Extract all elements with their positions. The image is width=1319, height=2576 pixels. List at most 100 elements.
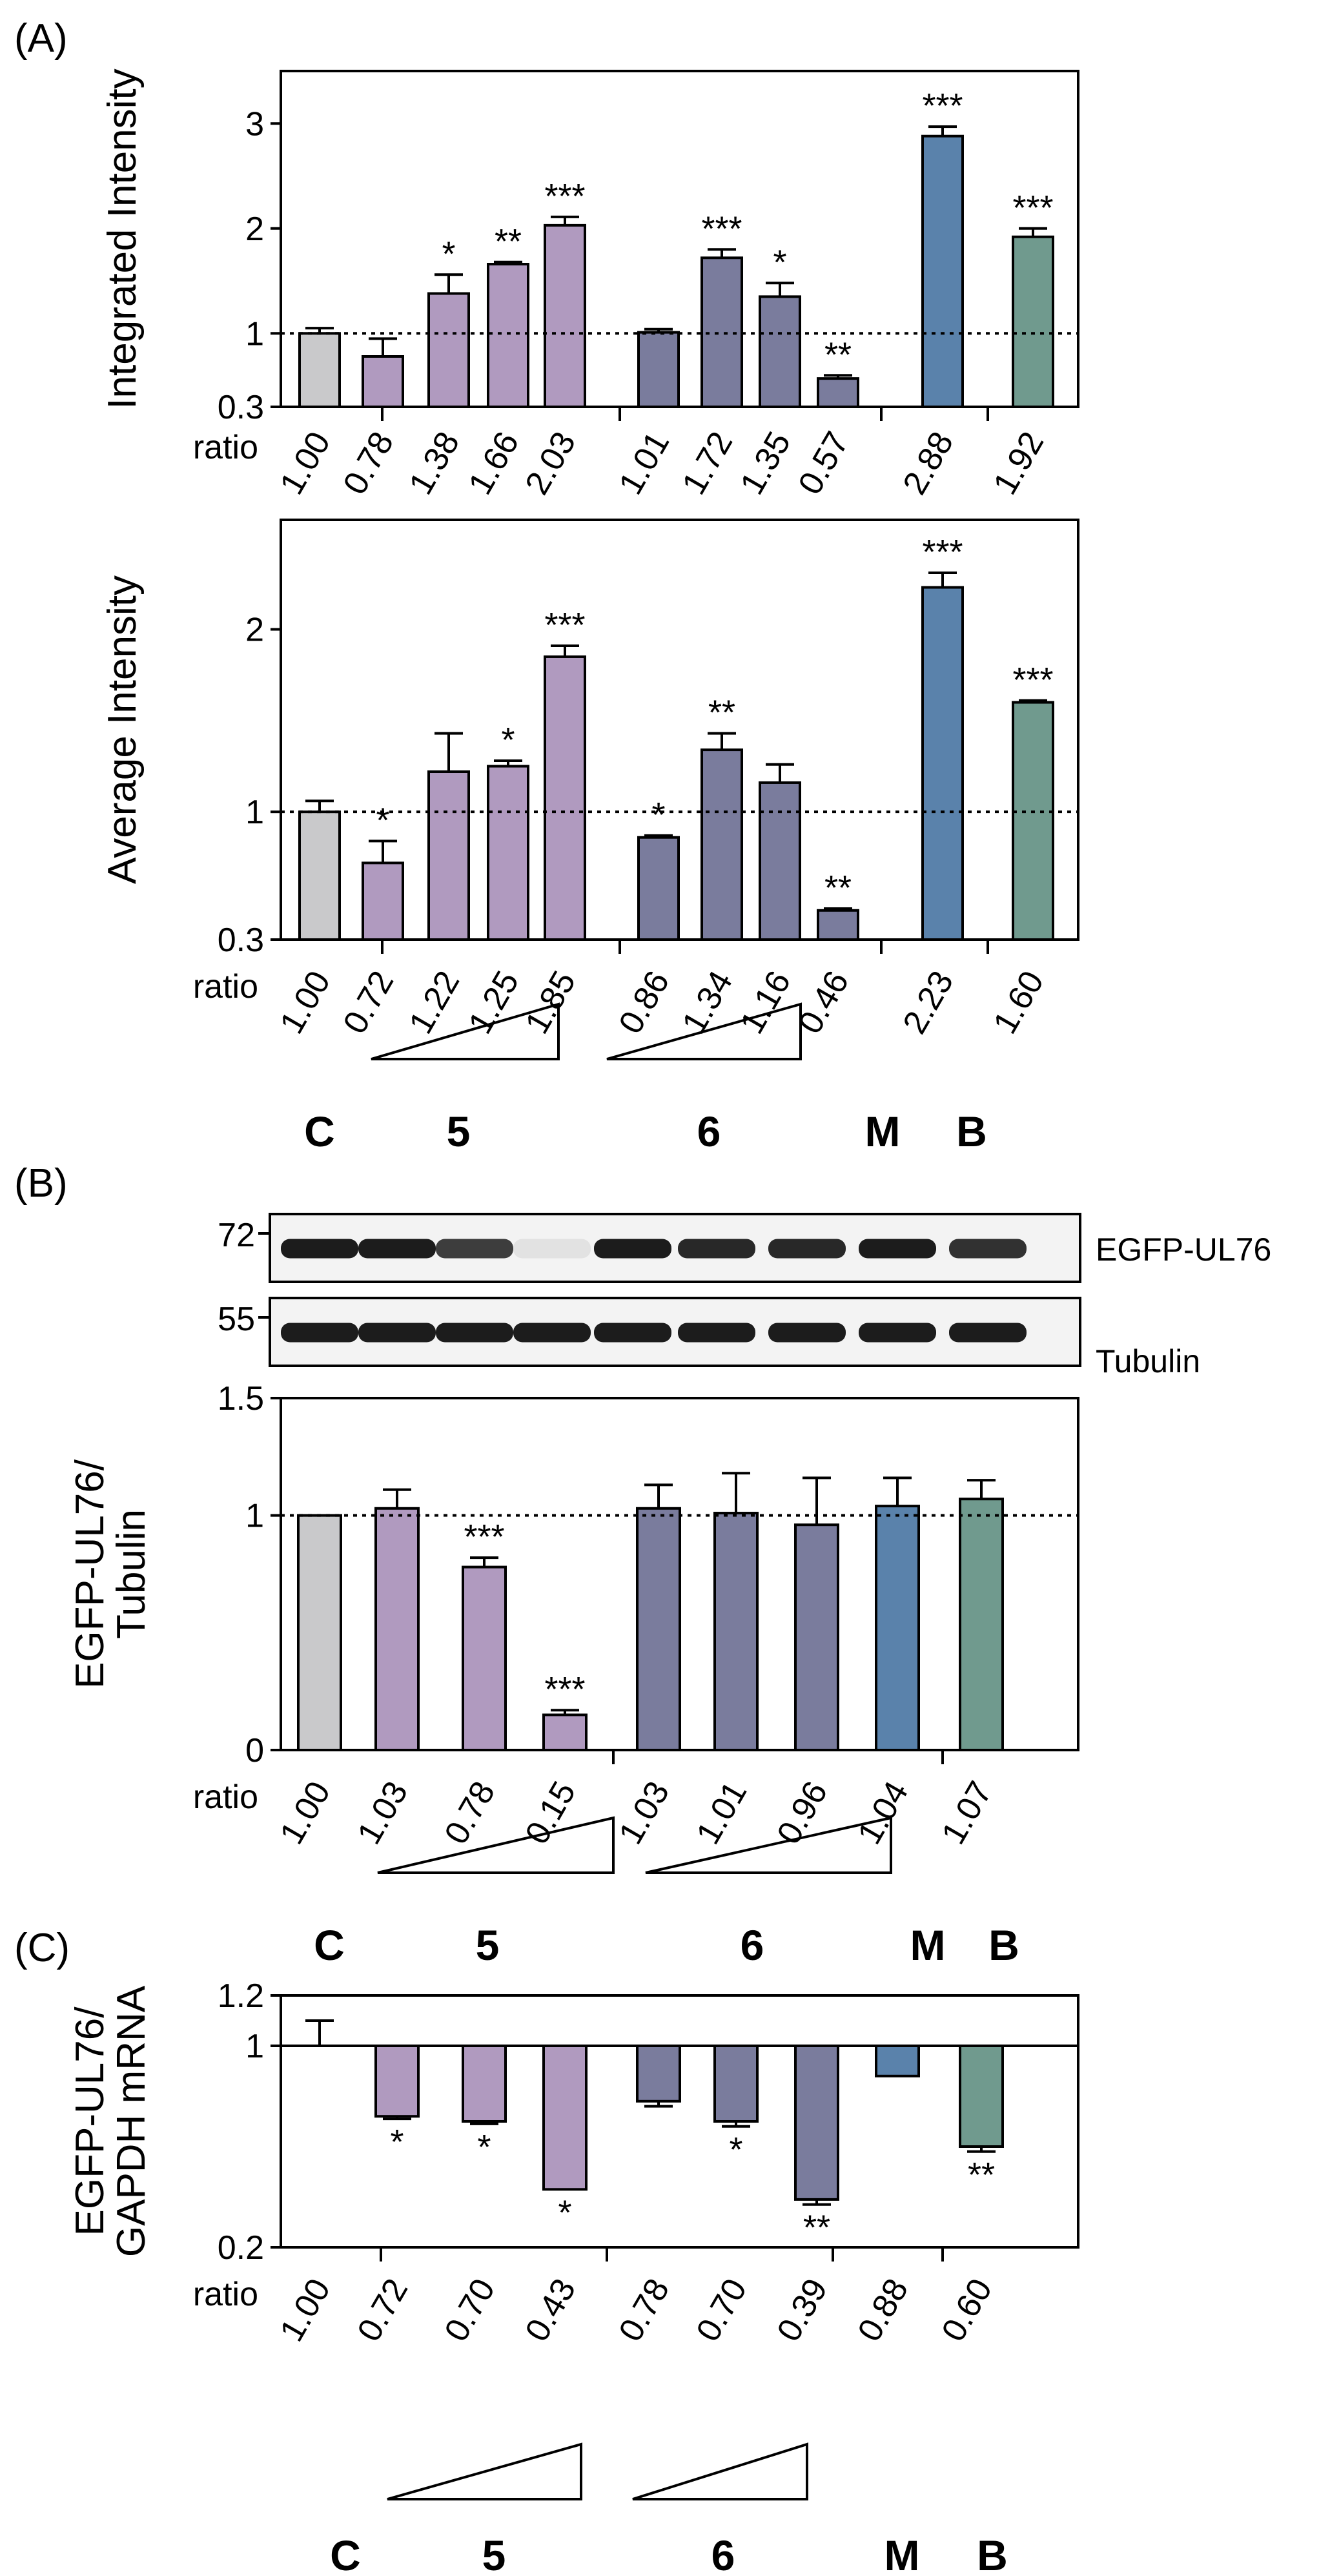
bar-5-3: [542, 1713, 588, 1751]
ratio-value: 1.16: [733, 965, 799, 1040]
bar-6-1: [637, 331, 680, 408]
blot-band: [281, 1239, 358, 1259]
y-axis-label: EGFP-UL76/: [68, 1459, 112, 1689]
ratio-value: 0.86: [612, 965, 677, 1040]
bar-6-3: [759, 781, 801, 942]
blot-band: [949, 1323, 1027, 1343]
blot-band: [436, 1323, 513, 1343]
plot-frame: [280, 1994, 1079, 2249]
group-label-five: 5: [476, 1921, 500, 1969]
y-tick-label: 2: [245, 211, 264, 248]
bar-5-1: [362, 355, 404, 408]
significance-marker: *: [558, 2193, 571, 2232]
group-label-C: C: [314, 1921, 345, 1969]
ratio-value: 0.57: [792, 426, 857, 501]
y-tick-label: 1: [245, 794, 264, 831]
blot-row-label: EGFP-UL76: [1096, 1231, 1271, 1268]
western-blot: 72 EGFP-UL76 55 Tubulin: [218, 1213, 1271, 1379]
blot-band: [281, 1323, 358, 1343]
group-label-M: M: [910, 1921, 946, 1969]
dose-wedge: [632, 2442, 808, 2500]
bar-5-1: [374, 1507, 420, 1751]
significance-marker: *: [390, 2123, 404, 2161]
significance-marker: **: [824, 869, 852, 907]
bar-6-3: [794, 2045, 839, 2201]
group-label-B: B: [977, 2531, 1008, 2576]
bar-B: [1012, 235, 1054, 408]
y-tick-label: 1: [245, 1498, 264, 1535]
blot-band: [678, 1323, 755, 1343]
y-axis-label: GAPDH mRNA: [109, 1985, 154, 2257]
ratio-value: 0.96: [770, 1775, 835, 1851]
bar-6-1: [637, 836, 680, 941]
panel-label-c: (C): [14, 1926, 70, 1970]
bar-6-4: [817, 909, 859, 941]
ratio-value: 1.07: [935, 1775, 1000, 1851]
ratio-value: 2.23: [896, 965, 961, 1040]
blot-band: [513, 1323, 591, 1343]
bar-6-2: [713, 2045, 759, 2123]
ratio-value: 0.15: [518, 1775, 584, 1851]
ratio-value: 0.60: [935, 2272, 1000, 2348]
group-label-M: M: [865, 1108, 901, 1155]
dose-wedges-panel-c: C 5 6 M B: [330, 2442, 1008, 2576]
ratio-value: 1.35: [733, 426, 799, 501]
bar-6-1: [636, 1507, 681, 1751]
blot-band: [678, 1239, 755, 1259]
group-label-B: B: [956, 1108, 987, 1155]
dose-wedge: [377, 1816, 615, 1874]
bar-C: [297, 1514, 342, 1752]
significance-marker: **: [968, 2156, 995, 2194]
ratio-value: 0.78: [336, 426, 402, 501]
group-label-C: C: [330, 2531, 361, 2576]
bar-6-4: [817, 377, 859, 408]
significance-marker: *: [773, 243, 786, 282]
bar-C: [298, 332, 341, 408]
bar-5-3: [542, 2045, 588, 2191]
ratio-value: 1.66: [462, 426, 527, 501]
bar-5-3: [487, 765, 529, 941]
group-label-six: 6: [711, 2531, 735, 2576]
bar-5-3: [487, 263, 529, 408]
ratio-value: 1.85: [518, 965, 584, 1040]
ratio-value: 0.88: [851, 2272, 916, 2348]
ratio-value: 1.72: [675, 426, 741, 501]
y-axis-label: Tubulin: [109, 1509, 154, 1639]
ratio-value: 2.88: [896, 426, 961, 501]
bar-6-2: [700, 748, 743, 941]
blot-band: [859, 1239, 936, 1259]
significance-marker: ***: [544, 1670, 585, 1709]
group-label-five: 5: [482, 2531, 506, 2576]
bar-M: [921, 586, 964, 941]
ratio-value: 1.00: [273, 426, 338, 501]
ratio-value: 1.92: [987, 426, 1052, 501]
y-tick-label: 1.5: [218, 1380, 264, 1417]
blot-band: [768, 1239, 846, 1259]
significance-marker: ***: [1012, 661, 1053, 699]
ratio-value: 1.22: [402, 965, 467, 1040]
ratio-label: ratio: [193, 2276, 258, 2313]
dose-wedge: [606, 1002, 802, 1060]
significance-marker: *: [501, 721, 515, 759]
blot-band: [949, 1239, 1027, 1259]
ratio-value: 0.39: [770, 2272, 835, 2348]
y-axis-label: EGFP-UL76/: [68, 2006, 112, 2236]
significance-marker: *: [477, 2128, 491, 2167]
blot-marker: 55: [218, 1301, 255, 1338]
ratio-value: 1.00: [273, 965, 338, 1040]
bar-5-2: [462, 2045, 507, 2123]
significance-marker: **: [495, 222, 522, 261]
dose-wedge: [387, 2442, 582, 2500]
y-tick-label: 1.2: [218, 1977, 264, 2015]
bar-B: [959, 2045, 1004, 2148]
bar-M: [875, 1505, 920, 1751]
panel-label-a: (A): [14, 16, 68, 61]
bar-6-2: [713, 1512, 759, 1752]
group-label-six: 6: [741, 1921, 764, 1969]
y-tick-label: 0.2: [218, 2229, 264, 2267]
panel-label-b: (B): [14, 1161, 68, 1206]
ratio-value: 1.03: [351, 1775, 416, 1851]
